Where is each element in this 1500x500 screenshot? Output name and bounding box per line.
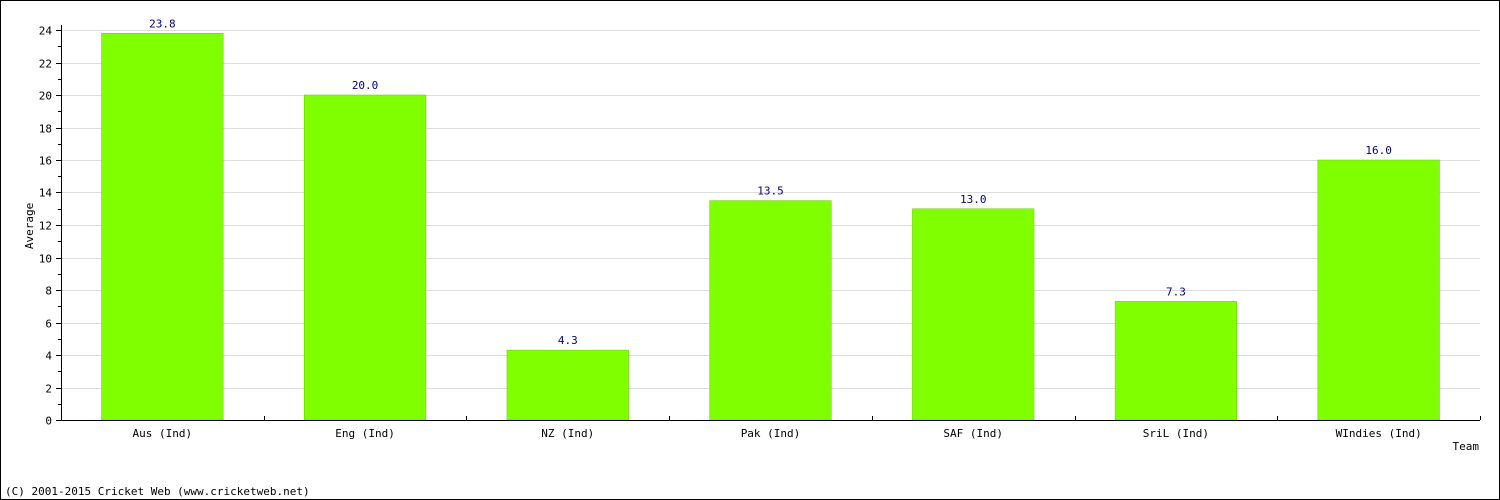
value-labels: 23.8 20.0 4.3 13.5 13.0 7.3 16.0 [149,17,1392,347]
y-tick-label: 2 [45,383,52,396]
x-tick-label: Aus (Ind) [133,427,193,440]
y-tick-label: 24 [39,25,53,38]
value-label: 13.5 [757,185,784,198]
y-tick-label: 6 [45,318,52,331]
bar [709,200,832,421]
value-label: 13.0 [960,193,987,206]
y-tick-label: 8 [45,285,52,298]
value-label: 16.0 [1365,144,1392,157]
bar [1114,301,1237,421]
bar [304,94,427,421]
x-tick-label: NZ (Ind) [541,427,594,440]
grid-lines [61,30,1480,389]
y-tick-label: 22 [39,58,52,71]
x-tick-label: WIndies (Ind) [1336,427,1422,440]
y-tick-label: 18 [39,123,52,136]
bar [1317,159,1440,421]
footer-copyright: (C) 2001-2015 Cricket Web (www.cricketwe… [5,485,310,498]
y-tick-label: 20 [39,90,52,103]
bar [506,349,629,421]
y-tick-label: 0 [45,415,52,428]
y-axis-label: Average [23,203,36,249]
x-tick-label: Pak (Ind) [741,427,801,440]
y-tick-label: 10 [39,253,52,266]
bar [912,208,1035,421]
y-tick-label: 4 [45,350,52,363]
bars [101,33,1440,421]
x-tick-label: SAF (Ind) [943,427,1003,440]
y-tick-label: 16 [39,155,52,168]
x-tick-labels: Aus (Ind) Eng (Ind) NZ (Ind) Pak (Ind) SAF (… [133,427,1422,440]
y-tick-label: 12 [39,220,52,233]
axes [56,25,1481,421]
bar [101,33,224,421]
value-label: 7.3 [1166,285,1186,298]
x-axis-label: Team [1453,440,1480,453]
value-label: 20.0 [352,79,379,92]
x-tick-label: SriL (Ind) [1143,427,1209,440]
value-label: 23.8 [149,17,176,30]
y-tick-label: 14 [39,187,53,200]
x-tick-label: Eng (Ind) [335,427,395,440]
value-label: 4.3 [558,334,578,347]
